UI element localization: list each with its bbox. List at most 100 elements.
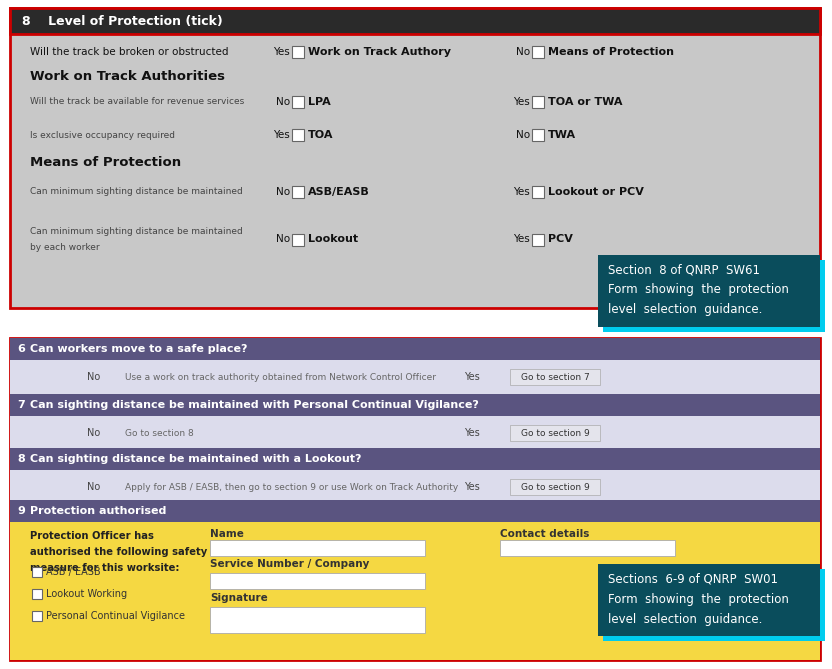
Bar [603,569,825,641]
Text: Go to section 9: Go to section 9 [521,429,589,438]
Text: Yes: Yes [464,428,480,438]
Bar [32,611,42,621]
Text: 9: 9 [17,506,25,516]
Text: Yes: Yes [513,187,530,197]
Text: Lookout or PCV: Lookout or PCV [548,187,644,197]
Text: Protection Officer has: Protection Officer has [30,531,154,541]
Text: No: No [276,187,290,197]
Text: Will the track be broken or obstructed: Will the track be broken or obstructed [30,47,229,57]
Text: Work on Track Authory: Work on Track Authory [308,47,451,57]
Text: authorised the following safety: authorised the following safety [30,547,207,557]
Bar [10,338,820,360]
Bar [292,129,304,141]
Text: Service Number / Company: Service Number / Company [210,559,369,569]
Bar [210,573,425,589]
Text: LPA: LPA [308,97,331,107]
Text: Personal Continual Vigilance: Personal Continual Vigilance [46,611,185,621]
Text: Yes: Yes [464,372,480,382]
Text: 8    Level of Protection (tick): 8 Level of Protection (tick) [22,15,223,27]
Text: No: No [516,47,530,57]
Text: Means of Protection: Means of Protection [548,47,674,57]
Bar [10,416,820,450]
Text: Can minimum sighting distance be maintained: Can minimum sighting distance be maintai… [30,187,243,197]
Text: 6: 6 [17,344,25,354]
Bar [598,564,820,636]
Bar [10,338,820,660]
Text: Yes: Yes [513,235,530,244]
Bar [532,46,544,58]
Text: Apply for ASB / EASB, then go to section 9 or use Work on Track Authority: Apply for ASB / EASB, then go to section… [125,482,458,492]
Text: Lookout: Lookout [308,235,358,244]
Text: Sections  6-9 of QNRP  SW01: Sections 6-9 of QNRP SW01 [608,573,778,585]
Bar [10,8,820,34]
Bar [10,360,820,394]
Text: Can workers move to a safe place?: Can workers move to a safe place? [30,344,247,354]
Bar [510,369,600,385]
Bar [10,522,820,660]
Text: TOA: TOA [308,130,334,140]
Text: Yes: Yes [273,130,290,140]
Text: Protection authorised: Protection authorised [30,506,166,516]
Bar [10,500,820,522]
Text: Yes: Yes [513,97,530,107]
Text: measure for this worksite:: measure for this worksite: [30,563,180,573]
Bar [532,233,544,246]
Text: Use a work on track authority obtained from Network Control Officer: Use a work on track authority obtained f… [125,373,436,381]
Text: Can minimum sighting distance be maintained: Can minimum sighting distance be maintai… [30,227,243,237]
Text: ASB/EASB: ASB/EASB [308,187,369,197]
Bar [210,607,425,633]
Bar [292,96,304,108]
Text: Yes: Yes [273,47,290,57]
Text: No: No [276,235,290,244]
Bar [292,233,304,246]
Text: Will the track be available for revenue services: Will the track be available for revenue … [30,98,245,106]
Text: Lookout Working: Lookout Working [46,589,127,599]
Text: No: No [87,372,100,382]
Text: Can sighting distance be maintained with a Lookout?: Can sighting distance be maintained with… [30,454,361,464]
Text: 7: 7 [17,400,25,410]
Bar [10,8,820,308]
Text: Can sighting distance be maintained with Personal Continual Vigilance?: Can sighting distance be maintained with… [30,400,479,410]
Text: Go to section 9: Go to section 9 [521,482,589,492]
Text: by each worker: by each worker [30,242,100,252]
Text: PCV: PCV [548,235,573,244]
Text: TWA: TWA [548,130,576,140]
Text: No: No [87,428,100,438]
Bar [500,540,675,556]
Text: Go to section 7: Go to section 7 [521,373,589,381]
Bar [10,448,820,470]
Text: Go to section 8: Go to section 8 [125,429,194,438]
Bar [532,186,544,198]
Text: Contact details: Contact details [500,529,589,539]
Text: Means of Protection: Means of Protection [30,155,181,169]
Text: TOA or TWA: TOA or TWA [548,97,622,107]
Bar [32,589,42,599]
Text: Signature: Signature [210,593,268,603]
Bar [532,129,544,141]
Text: No: No [87,482,100,492]
Bar [598,255,820,327]
Text: Form  showing  the  protection: Form showing the protection [608,284,789,296]
Text: Section  8 of QNRP  SW61: Section 8 of QNRP SW61 [608,264,760,276]
Text: level  selection  guidance.: level selection guidance. [608,304,762,316]
Text: No: No [516,130,530,140]
Bar [292,46,304,58]
Bar [292,186,304,198]
Bar [532,96,544,108]
Bar [10,394,820,416]
Text: Form  showing  the  protection: Form showing the protection [608,593,789,605]
Bar [32,567,42,577]
Text: Name: Name [210,529,244,539]
Bar [603,260,825,332]
Text: No: No [276,97,290,107]
Text: ASB / EASB: ASB / EASB [46,567,101,577]
Bar [210,540,425,556]
Text: level  selection  guidance.: level selection guidance. [608,613,762,626]
Bar [510,479,600,495]
Bar [10,470,820,504]
Text: 8: 8 [17,454,25,464]
Text: Is exclusive occupancy required: Is exclusive occupancy required [30,130,175,140]
Text: Yes: Yes [464,482,480,492]
Text: Work on Track Authorities: Work on Track Authorities [30,70,225,82]
Bar [510,425,600,441]
